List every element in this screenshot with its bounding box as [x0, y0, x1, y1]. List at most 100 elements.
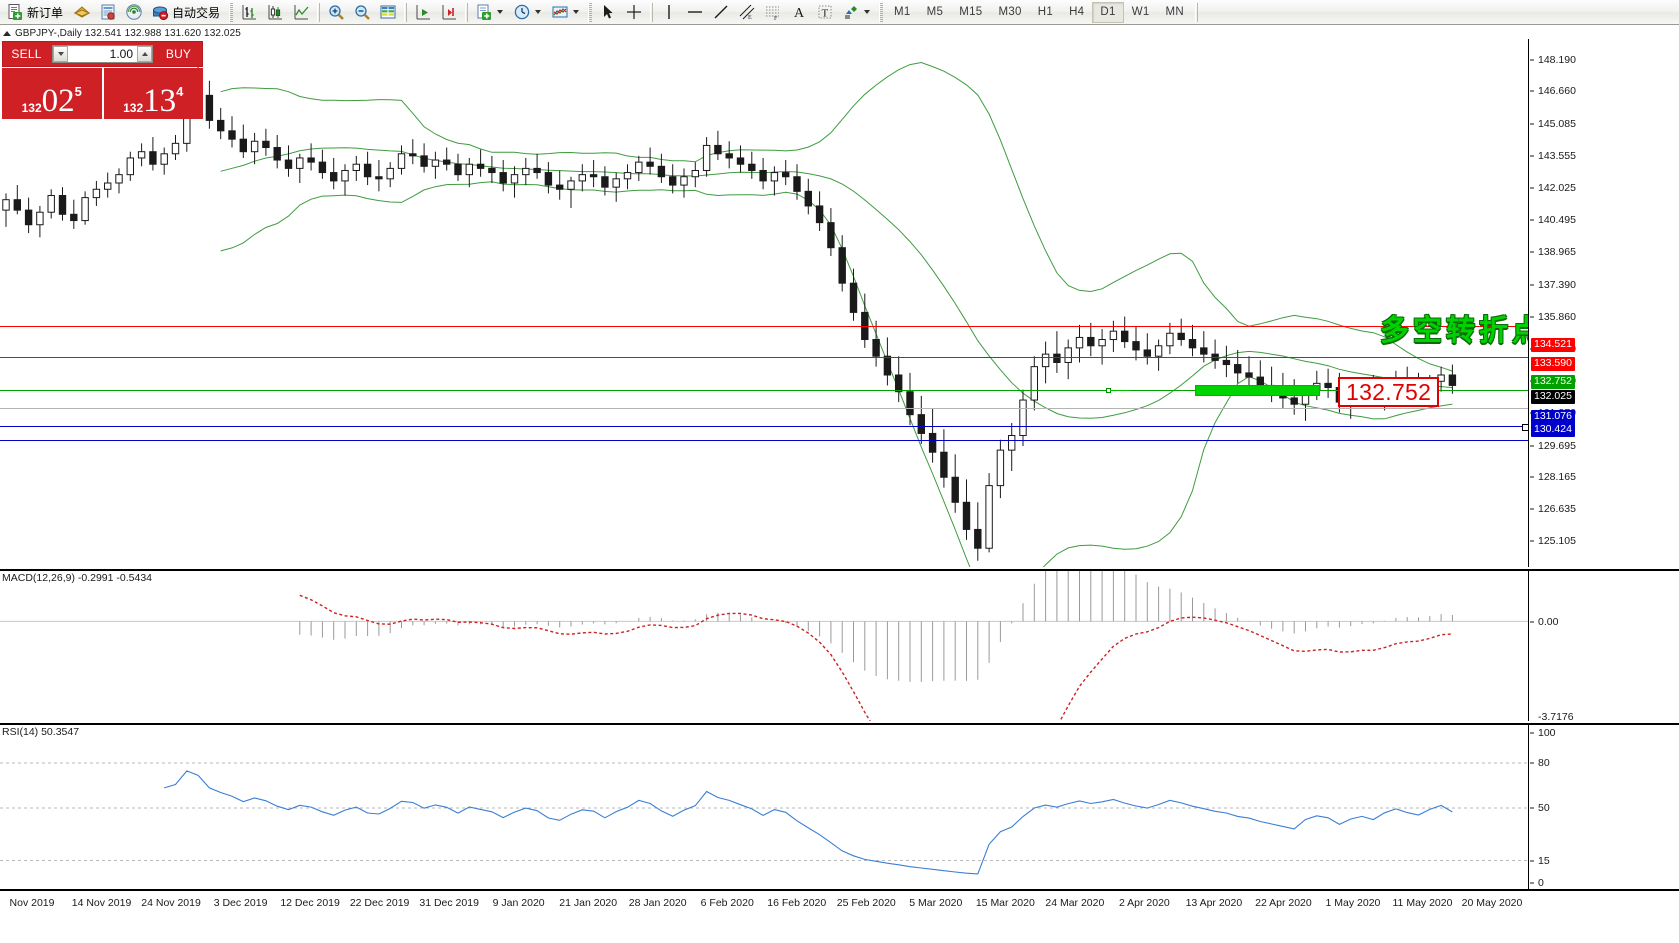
time-tick-label: 24 Nov 2019 — [141, 897, 201, 909]
grid-button[interactable] — [375, 1, 401, 23]
periodicity-dropdown-caret[interactable] — [535, 10, 542, 14]
rsi-header-label: RSI(14) 50.3547 — [2, 726, 80, 738]
timeframe-mn[interactable]: MN — [1165, 6, 1185, 18]
timeframe-h1[interactable]: H1 — [1037, 6, 1054, 18]
price-level-label-resistance[interactable]: 133.590 — [1531, 357, 1575, 372]
supply-zone-rectangle[interactable] — [1195, 385, 1320, 396]
zoom-in-button[interactable] — [323, 1, 349, 23]
timeframe-h4[interactable]: H4 — [1069, 6, 1085, 18]
indicators-icon — [551, 3, 569, 21]
price-plot-area[interactable]: 132.752 多空转折点 — [0, 39, 1529, 567]
price-level-label-bid[interactable]: 132.025 — [1531, 389, 1575, 404]
price-tick — [1530, 284, 1534, 286]
data-window-button[interactable] — [95, 1, 121, 23]
signals-button[interactable] — [121, 1, 147, 23]
macd-plot-area[interactable]: MACD(12,26,9) -0.2991 -0.5434 — [0, 571, 1529, 721]
timeframe-w1[interactable]: W1 — [1131, 6, 1150, 18]
timeframe-d1[interactable]: D1 — [1092, 1, 1124, 23]
macd-tick-label-min: -3.7176 — [1538, 711, 1574, 723]
text-label-button[interactable]: T — [812, 1, 838, 23]
timeframe-m5[interactable]: M5 — [926, 6, 944, 18]
crosshair-button[interactable] — [621, 1, 647, 23]
price-level-label-pivot[interactable]: 132.752 — [1531, 374, 1575, 389]
templates-button[interactable] — [471, 1, 509, 23]
bid-price-fraction: 5 — [74, 84, 82, 99]
timeframe-m1[interactable]: M1 — [894, 6, 911, 18]
time-tick-label: 12 Dec 2019 — [280, 897, 340, 909]
time-tick-label: 6 Feb 2020 — [700, 897, 754, 909]
support-line-130424[interactable] — [0, 440, 1528, 441]
fibonacci-button[interactable]: F — [760, 1, 786, 23]
candlestick-chart-button[interactable] — [262, 1, 288, 23]
bid-price-button[interactable]: 132 02 5 — [2, 68, 102, 119]
resistance-line-133590[interactable] — [0, 357, 1528, 358]
price-level-label-support[interactable]: 131.076 — [1531, 409, 1575, 424]
toolbar-grip-2[interactable] — [588, 2, 593, 22]
volume-increase-button[interactable] — [137, 46, 152, 62]
hline-button[interactable] — [682, 1, 708, 23]
macd-axis[interactable]: 0.00 -3.7176 — [1530, 571, 1679, 723]
bid-line-132025[interactable] — [0, 408, 1528, 409]
vline-button[interactable] — [656, 1, 682, 23]
price-tick — [1530, 508, 1534, 510]
volume-stepper[interactable]: 1.00 — [52, 45, 153, 63]
periodicity-button[interactable] — [509, 1, 547, 23]
bar-chart-icon — [240, 3, 258, 21]
price-level-label-support[interactable]: 130.424 — [1531, 423, 1575, 438]
shift-end-button[interactable] — [410, 1, 436, 23]
time-tick-label: 9 Jan 2020 — [492, 897, 545, 909]
zoom-out-button[interactable] — [349, 1, 375, 23]
time-tick-label: 25 Feb 2020 — [836, 897, 896, 909]
timeframe-m30[interactable]: M30 — [998, 6, 1022, 18]
price-callout-label[interactable]: 132.752 — [1338, 377, 1440, 407]
line-chart-button[interactable] — [288, 1, 314, 23]
shapes-button[interactable] — [838, 1, 876, 23]
ask-price-button[interactable]: 132 13 4 — [103, 68, 203, 119]
chart-menu-icon[interactable] — [3, 30, 11, 36]
price-level-label-resistance[interactable]: 134.521 — [1531, 337, 1575, 352]
volume-value[interactable]: 1.00 — [68, 46, 137, 62]
autotrading-button[interactable]: 自动交易 — [147, 1, 226, 23]
toolbar-grip-3[interactable] — [879, 2, 884, 22]
timeframe-m15[interactable]: M15 — [959, 6, 983, 18]
rsi-plot-area[interactable]: RSI(14) 50.3547 — [0, 725, 1529, 889]
bar-chart-button[interactable] — [236, 1, 262, 23]
macd-chart-svg — [0, 571, 1528, 721]
cursor-button[interactable] — [595, 1, 621, 23]
text-icon: A — [790, 3, 808, 21]
time-tick-label: 24 Mar 2020 — [1045, 897, 1105, 909]
auto-scroll-button[interactable] — [436, 1, 462, 23]
volume-decrease-button[interactable] — [53, 46, 68, 62]
price-tick — [1530, 316, 1534, 318]
svg-text:T: T — [822, 8, 829, 20]
toolbar-grip-1[interactable] — [229, 2, 234, 22]
indicators-button[interactable] — [547, 1, 585, 23]
vline-icon — [660, 3, 678, 21]
new-order-button[interactable]: 新订单 — [2, 1, 69, 23]
periodicity-icon — [513, 3, 531, 21]
expert-advisor-button[interactable] — [69, 1, 95, 23]
rsi-axis[interactable]: 100 80 50 15 0 — [1530, 725, 1679, 889]
equidistant-channel-button[interactable]: E — [734, 1, 760, 23]
price-tick-label: 146.660 — [1538, 85, 1576, 98]
pivot-line-132752[interactable] — [0, 390, 1528, 391]
shapes-dropdown-caret[interactable] — [864, 10, 871, 14]
sell-button[interactable]: SELL — [3, 42, 50, 66]
support-line-131076[interactable] — [0, 424, 1528, 431]
price-tick-label: 126.635 — [1538, 503, 1576, 516]
price-tick — [1530, 59, 1534, 61]
autotrading-icon — [151, 3, 169, 21]
chinese-annotation-text[interactable]: 多空转折点 — [1380, 313, 1529, 347]
time-tick-label: 21 Jan 2020 — [559, 897, 618, 909]
resistance-line-134521[interactable] — [0, 326, 1528, 327]
indicators-dropdown-caret[interactable] — [573, 10, 580, 14]
time-axis[interactable]: Nov 2019 14 Nov 2019 24 Nov 2019 3 Dec 2019… — [0, 889, 1679, 919]
callout-stem — [1110, 390, 1130, 391]
buy-button[interactable]: BUY — [155, 42, 202, 66]
trendline-button[interactable] — [708, 1, 734, 23]
price-tick — [1530, 90, 1534, 92]
text-button[interactable]: A — [786, 1, 812, 23]
rsi-panel: RSI(14) 50.3547 100 80 50 15 0 — [0, 723, 1679, 889]
templates-dropdown-caret[interactable] — [497, 10, 504, 14]
price-axis[interactable]: 148.190 146.660 145.085 143.555 142.025 140.4… — [1530, 39, 1679, 567]
